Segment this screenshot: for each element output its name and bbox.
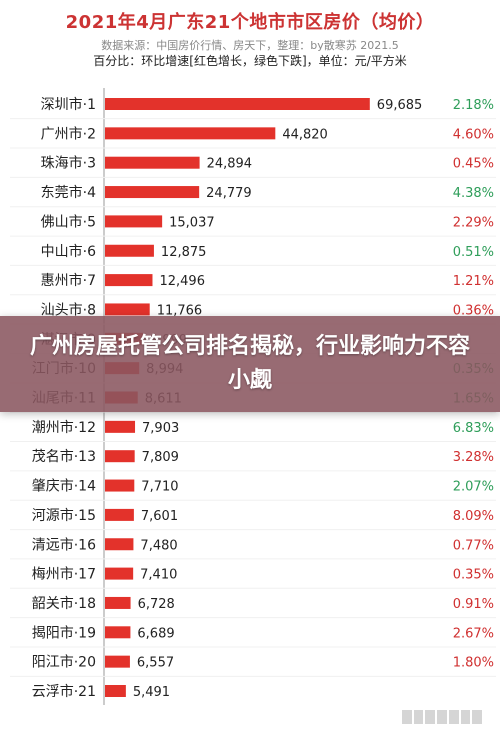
change-label: 0.91% <box>453 597 494 612</box>
bar <box>105 420 136 433</box>
change-label: 4.38% <box>453 186 494 201</box>
value-label: 7,480 <box>140 538 177 553</box>
change-label: 1.21% <box>453 274 494 289</box>
change-label: 0.45% <box>453 157 494 172</box>
value-label: 6,557 <box>137 656 174 671</box>
category-label: 韶关市·18 <box>32 595 96 612</box>
category-label: 汕头市·8 <box>41 301 96 318</box>
change-label: 2.07% <box>453 480 494 495</box>
bar <box>105 186 200 199</box>
value-label: 7,410 <box>140 568 177 583</box>
category-label: 深圳市·1 <box>41 96 96 113</box>
value-label: 12,875 <box>161 245 207 260</box>
value-label: 7,601 <box>141 509 178 524</box>
category-label: 清远市·16 <box>32 536 96 553</box>
chart-source: 数据来源：中国房价行情、房天下，整理：by散寒苏 2021.5 <box>101 39 399 52</box>
category-label: 肇庆市·14 <box>32 478 96 495</box>
bar <box>105 567 134 580</box>
category-label: 惠州市·7 <box>41 272 96 289</box>
value-label: 7,809 <box>142 450 179 465</box>
bar <box>105 98 370 110</box>
change-label: 0.35% <box>453 568 494 583</box>
change-label: 1.80% <box>453 656 494 671</box>
category-label: 东莞市·4 <box>41 184 96 201</box>
value-label: 11,766 <box>157 303 203 318</box>
change-label: 3.28% <box>453 450 494 465</box>
change-label: 4.60% <box>453 127 494 142</box>
category-label: 潮州市·12 <box>32 419 96 436</box>
change-label: 6.83% <box>453 421 494 436</box>
bar <box>105 655 130 668</box>
bar <box>105 479 135 492</box>
bar <box>105 626 131 639</box>
bar <box>105 303 150 316</box>
change-label: 8.09% <box>453 509 494 524</box>
category-label: 茂名市·13 <box>32 448 96 465</box>
bar <box>105 274 153 287</box>
watermark-logo <box>402 710 483 724</box>
bar <box>105 538 134 551</box>
value-label: 15,037 <box>169 215 215 230</box>
value-label: 44,820 <box>282 127 328 142</box>
value-label: 69,685 <box>377 98 423 113</box>
category-label: 珠海市·3 <box>41 155 96 172</box>
bar <box>105 508 134 521</box>
bar <box>105 215 163 228</box>
change-label: 0.77% <box>453 538 494 553</box>
value-label: 24,894 <box>207 157 253 172</box>
bar <box>105 127 276 140</box>
overlay-headline: 广州房屋托管公司排名揭秘，行业影响力不容小觑 <box>30 334 471 393</box>
value-label: 5,491 <box>133 685 170 700</box>
bar <box>105 685 126 697</box>
bar <box>105 156 200 169</box>
value-label: 6,728 <box>138 597 175 612</box>
category-label: 佛山市·5 <box>41 213 96 230</box>
category-label: 云浮市·21 <box>32 683 96 700</box>
chart-header: 2021年4月广东21个地市市区房价（均价） 数据来源：中国房价行情、房天下，整… <box>0 0 500 80</box>
bar <box>105 450 135 463</box>
chart-unit-note: 百分比：环比增速[红色增长，绿色下跌]，单位：元/平方米 <box>93 54 407 68</box>
change-label: 0.51% <box>453 245 494 260</box>
category-label: 广州市·2 <box>41 125 96 142</box>
change-label: 0.36% <box>453 303 494 318</box>
value-label: 12,496 <box>159 274 205 289</box>
bar <box>105 244 154 257</box>
category-label: 揭阳市·19 <box>32 624 96 641</box>
change-label: 2.18% <box>453 98 494 113</box>
category-label: 阳江市·20 <box>32 654 96 671</box>
value-label: 6,689 <box>137 626 174 641</box>
category-label: 河源市·15 <box>32 507 96 524</box>
bar <box>105 596 131 609</box>
value-label: 24,779 <box>206 186 252 201</box>
category-label: 梅州市·17 <box>32 566 96 583</box>
category-label: 中山市·6 <box>41 243 96 260</box>
chart-title: 2021年4月广东21个地市市区房价（均价） <box>65 12 435 33</box>
value-label: 7,710 <box>141 480 178 495</box>
value-label: 7,903 <box>142 421 179 436</box>
change-label: 2.67% <box>453 626 494 641</box>
article-overlay-banner: 广州房屋托管公司排名揭秘，行业影响力不容小觑 <box>0 316 500 412</box>
change-label: 2.29% <box>453 215 494 230</box>
